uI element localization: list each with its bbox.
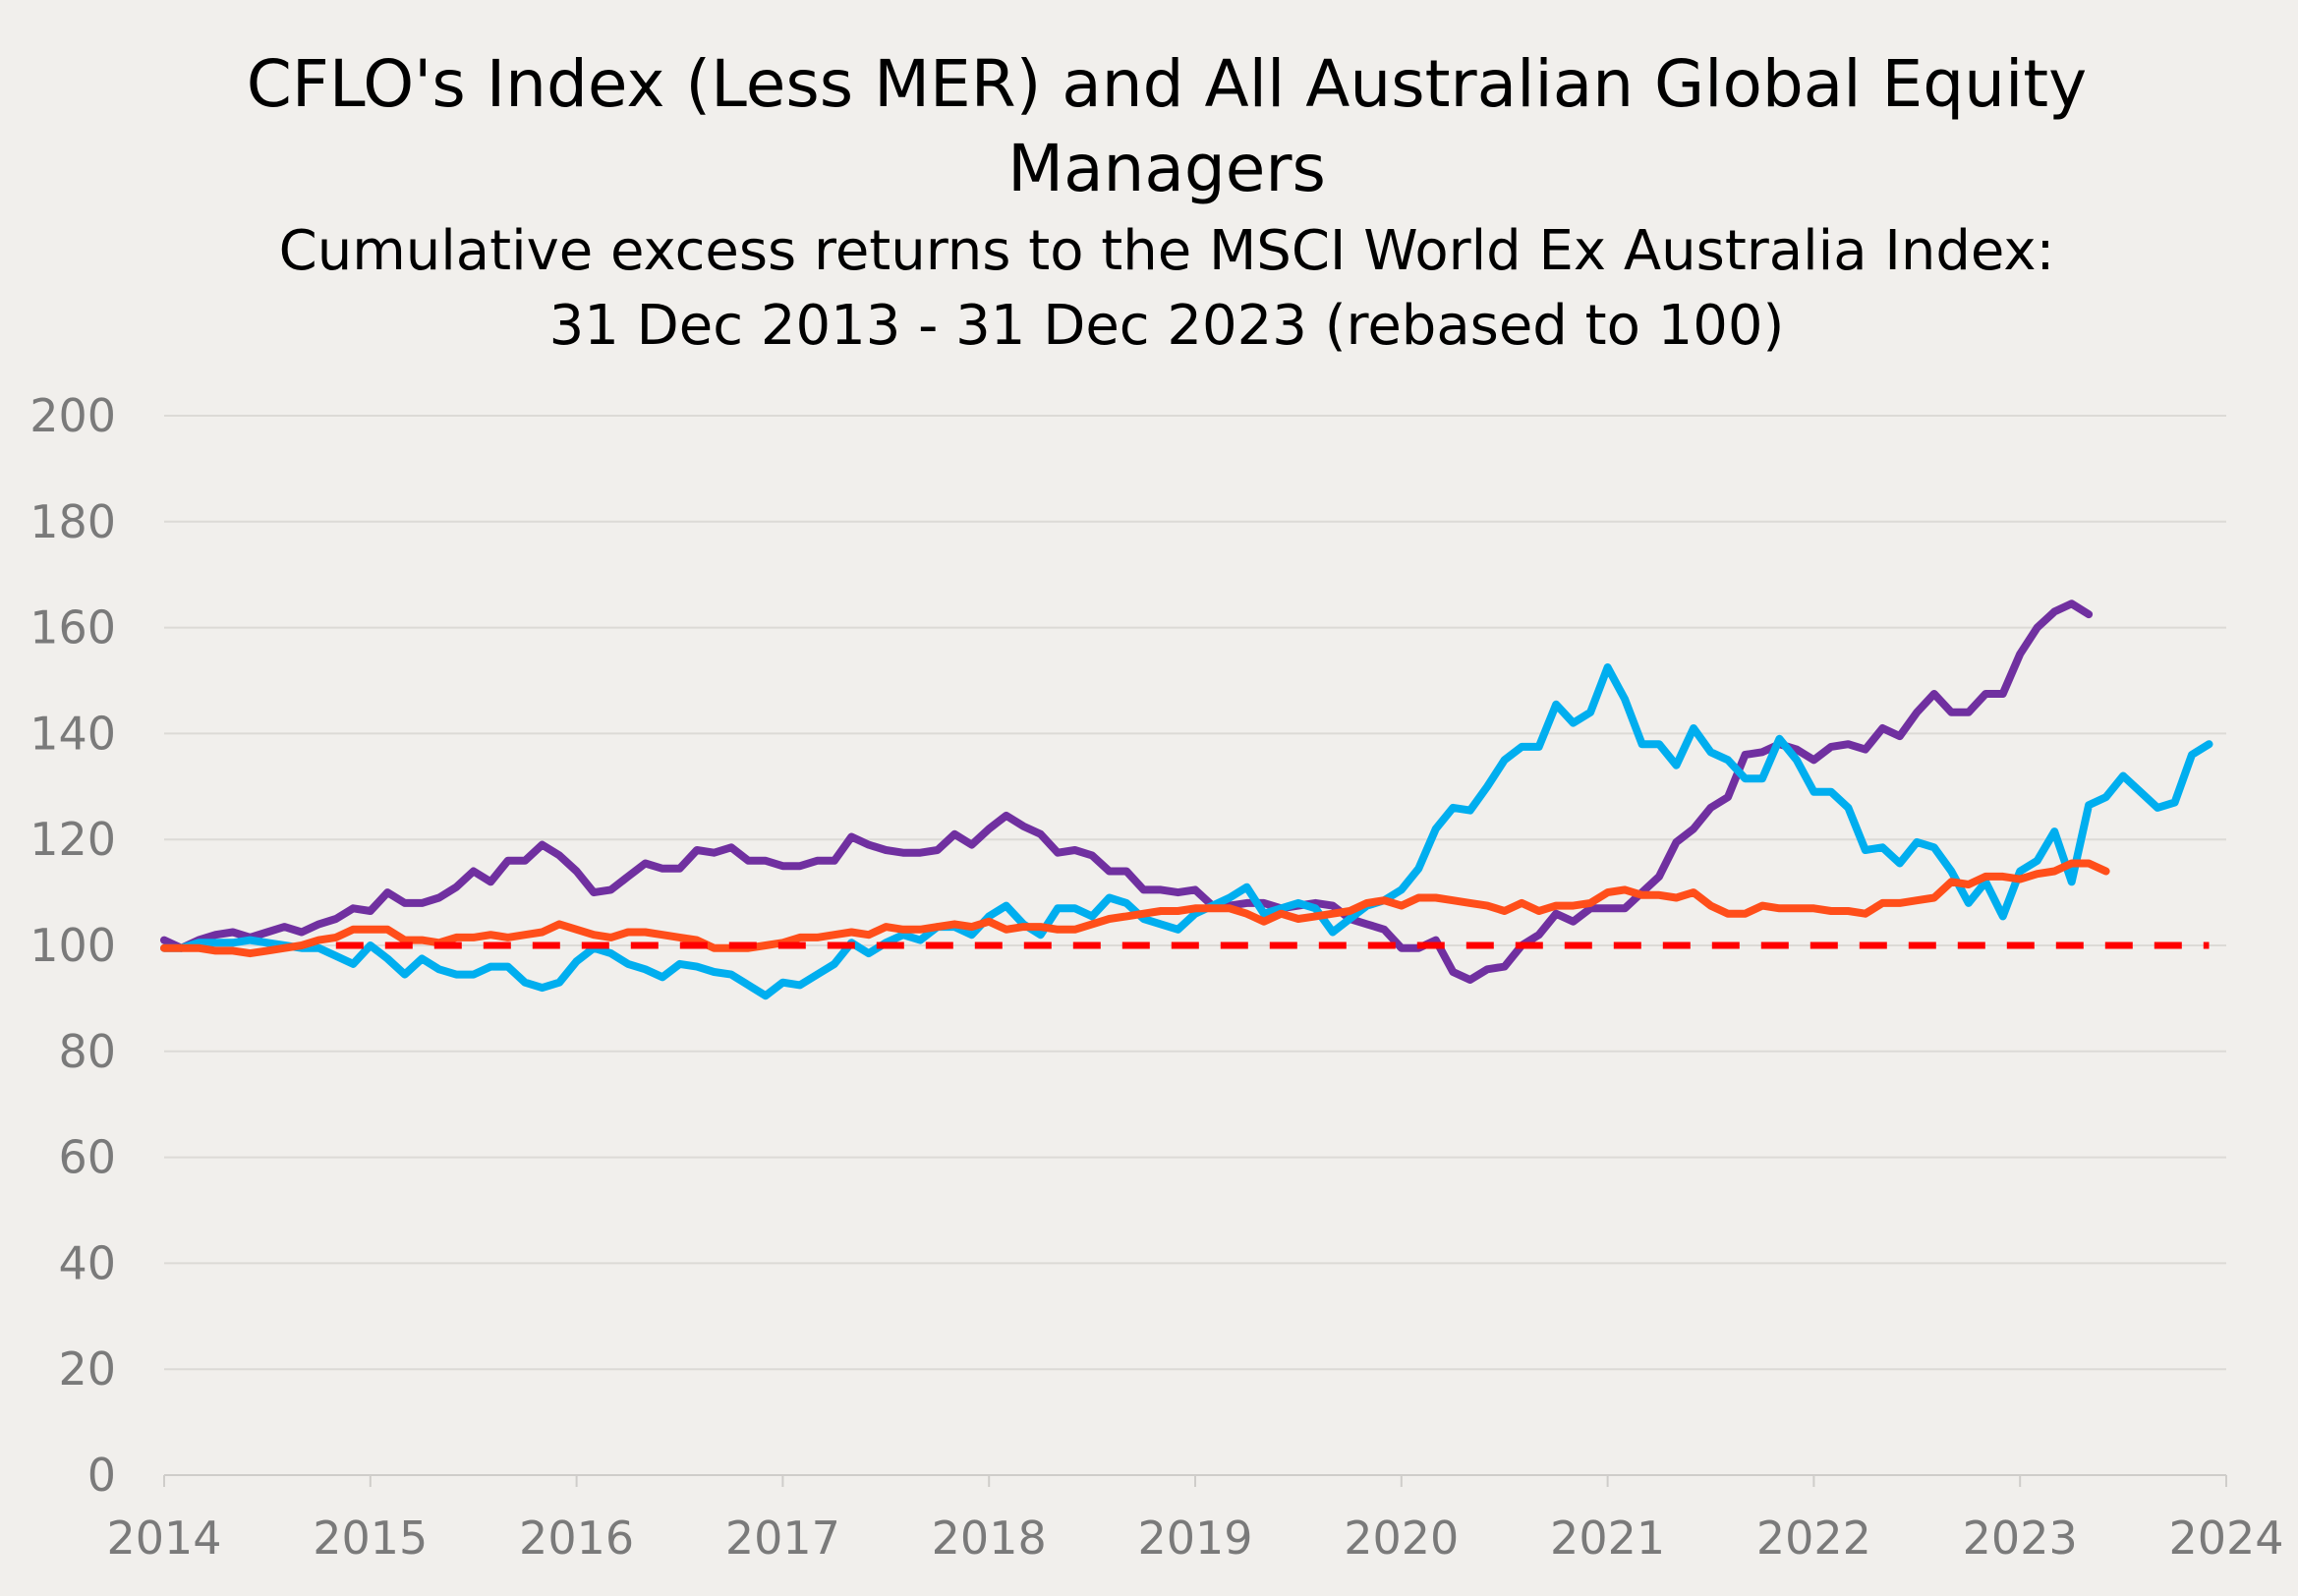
x-tick-label: 2021 [1550, 1511, 1665, 1565]
axes: 0 20 40 60 80 100 120 140 160 180 200 2014 2015 2016 2… [29, 389, 2283, 1565]
y-tick-label: 40 [58, 1236, 116, 1289]
y-tick-label: 20 [58, 1342, 116, 1396]
chart-subtitle-line-1: Cumulative excess returns to the MSCI Wo… [279, 219, 2055, 283]
y-tick-label: 180 [29, 495, 116, 548]
x-tick-label: 2019 [1137, 1511, 1252, 1565]
chart-title-line-2: Managers [1007, 131, 1326, 206]
series-line-3 [160, 859, 2110, 958]
series-line-2 [160, 663, 2213, 1000]
chart-title: CFLO's Index (Less MER) and All Australi… [247, 46, 2087, 206]
x-tick-label: 2018 [932, 1511, 1047, 1565]
x-tick-label: 2022 [1756, 1511, 1871, 1565]
series-lines [160, 599, 2213, 1000]
y-tick-label: 100 [29, 919, 116, 972]
y-tick-label: 160 [29, 601, 116, 655]
y-tick-label: 80 [58, 1025, 116, 1078]
x-tick-label: 2017 [725, 1511, 840, 1565]
y-tick-label: 0 [87, 1449, 116, 1502]
x-tick-label: 2020 [1344, 1511, 1459, 1565]
chart-title-line-1: CFLO's Index (Less MER) and All Australi… [247, 46, 2087, 122]
x-tick-label: 2014 [106, 1511, 221, 1565]
chart-subtitle-line-2: 31 Dec 2013 - 31 Dec 2023 (rebased to 10… [549, 294, 1785, 358]
series-line-1 [160, 599, 2094, 984]
y-tick-label: 200 [29, 389, 116, 442]
y-tick-label: 120 [29, 813, 116, 866]
x-tick-label: 2015 [313, 1511, 428, 1565]
x-tick-label: 2023 [1963, 1511, 2078, 1565]
y-tick-label: 60 [58, 1131, 116, 1184]
y-tick-label: 140 [29, 707, 116, 760]
x-tick-label: 2016 [519, 1511, 634, 1565]
chart-subtitle: Cumulative excess returns to the MSCI Wo… [279, 219, 2055, 358]
x-tick-label: 2024 [2168, 1511, 2283, 1565]
